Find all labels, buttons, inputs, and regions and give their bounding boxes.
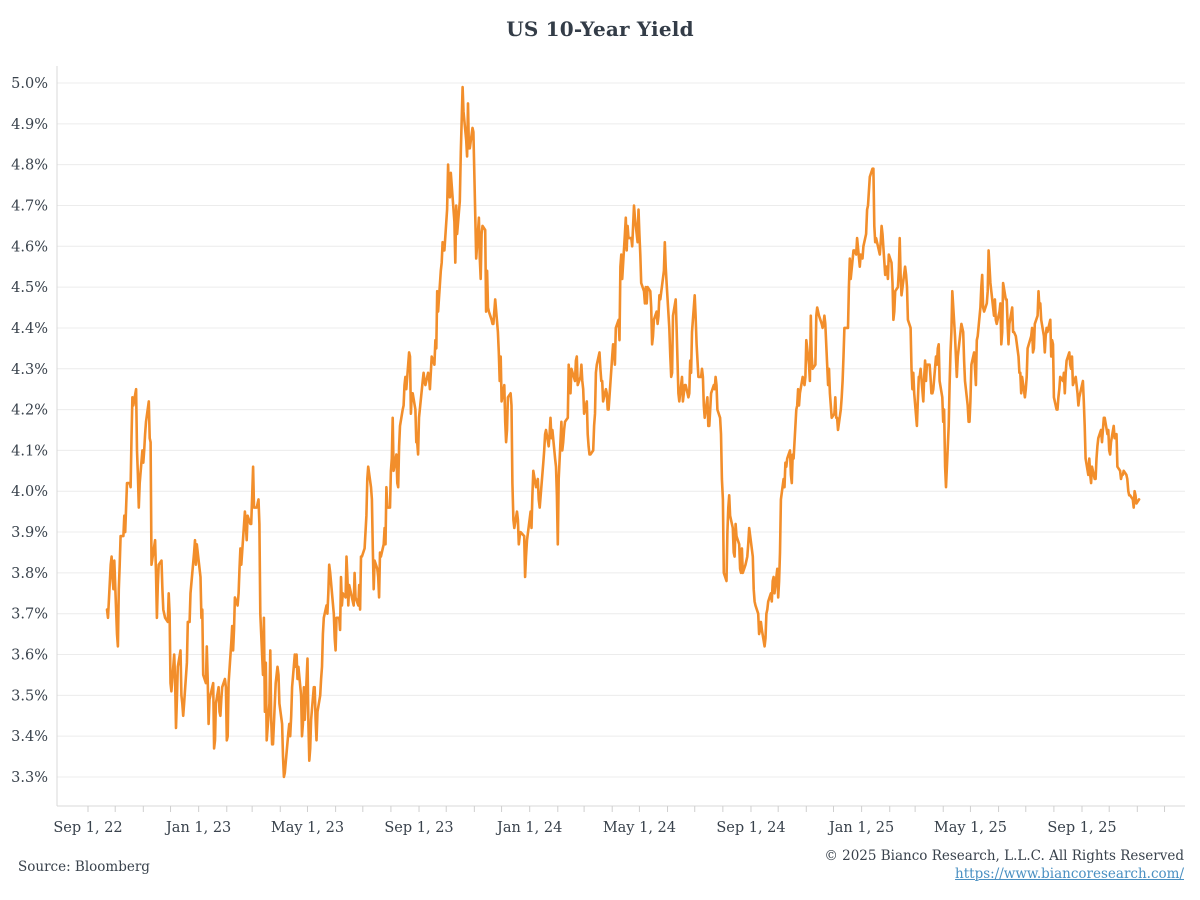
website-link[interactable]: https://www.biancoresearch.com/ [955, 866, 1184, 882]
svg-text:Jan 1, 25: Jan 1, 25 [827, 820, 894, 836]
copyright-text: © 2025 Bianco Research, L.L.C. All Right… [824, 848, 1184, 864]
svg-text:Sep 1, 23: Sep 1, 23 [384, 820, 453, 836]
svg-text:4.1%: 4.1% [11, 443, 48, 459]
svg-text:Sep 1, 24: Sep 1, 24 [716, 820, 785, 836]
svg-text:4.2%: 4.2% [11, 403, 48, 419]
chart-title: US 10-Year Yield [506, 17, 694, 41]
svg-text:3.6%: 3.6% [11, 648, 48, 664]
svg-text:May 1, 25: May 1, 25 [934, 820, 1007, 836]
y-axis-labels: 5.0% 4.9% 4.8% 4.7% 4.6% 4.5% 4.4% 4.3% 4.2% 4.1%… [11, 76, 48, 786]
svg-text:May 1, 23: May 1, 23 [271, 820, 344, 836]
svg-text:Jan 1, 24: Jan 1, 24 [495, 820, 562, 836]
svg-text:3.5%: 3.5% [11, 688, 48, 704]
svg-text:4.4%: 4.4% [11, 321, 48, 337]
svg-text:4.9%: 4.9% [11, 117, 48, 133]
copyright-block: © 2025 Bianco Research, L.L.C. All Right… [824, 847, 1184, 883]
svg-text:May 1, 24: May 1, 24 [603, 820, 676, 836]
svg-text:3.9%: 3.9% [11, 525, 48, 541]
svg-text:3.7%: 3.7% [11, 607, 48, 623]
gridlines [57, 82, 1185, 778]
svg-text:4.6%: 4.6% [11, 239, 48, 255]
svg-text:Sep 1, 25: Sep 1, 25 [1047, 820, 1116, 836]
x-axis-labels: Sep 1, 22 Jan 1, 23 May 1, 23 Sep 1, 23 Jan … [53, 820, 1116, 836]
source-label: Source: Bloomberg [18, 859, 150, 875]
svg-text:3.3%: 3.3% [11, 770, 48, 786]
svg-text:4.0%: 4.0% [11, 484, 48, 500]
svg-text:3.4%: 3.4% [11, 729, 48, 745]
x-axis-ticks [87, 806, 1166, 812]
svg-text:5.0%: 5.0% [11, 76, 48, 92]
svg-text:4.5%: 4.5% [11, 280, 48, 296]
svg-text:4.8%: 4.8% [11, 158, 48, 174]
svg-text:4.3%: 4.3% [11, 362, 48, 378]
yield-line-series [105, 85, 1141, 779]
yield-line [105, 85, 1141, 779]
svg-text:Sep 1, 22: Sep 1, 22 [53, 820, 122, 836]
axes [56, 66, 1185, 807]
svg-text:Jan 1, 23: Jan 1, 23 [164, 820, 231, 836]
svg-text:3.8%: 3.8% [11, 566, 48, 582]
svg-text:4.7%: 4.7% [11, 198, 48, 214]
